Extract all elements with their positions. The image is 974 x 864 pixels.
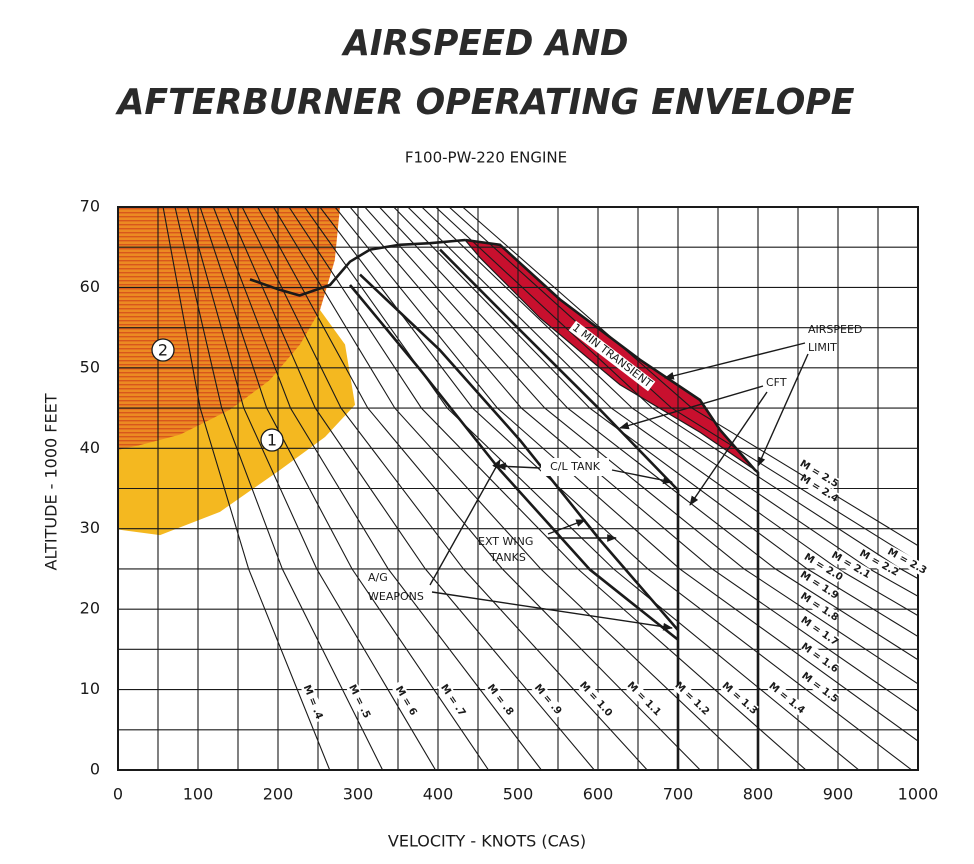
x-tick-label: 500: [503, 785, 534, 804]
mach-label-bg: [345, 680, 374, 722]
mach-label-bg: [767, 680, 807, 716]
mach-line: [364, 207, 918, 685]
mach-line: [257, 207, 701, 770]
mach-line: [334, 207, 918, 742]
annotation-arrow: [619, 385, 764, 430]
x-tick-label: 800: [743, 785, 774, 804]
annotation-box: [541, 458, 609, 476]
mach-label-bg: [830, 549, 872, 581]
x-axis-label: VELOCITY - KNOTS (CAS): [388, 832, 586, 851]
mach-label-bg: [530, 680, 566, 719]
annotation: EXT WING: [478, 535, 533, 548]
annotation-arrow: [757, 353, 809, 467]
mach-line: [199, 207, 489, 770]
mach-line: [272, 207, 754, 770]
mach-line: [349, 207, 918, 712]
region-marker: [151, 338, 175, 362]
region-label: 2: [158, 341, 168, 360]
annotation: AIRSPEED: [808, 323, 862, 336]
annotation-arrow: [431, 591, 673, 631]
y-tick-label: 30: [80, 518, 100, 537]
limit-line: [439, 248, 680, 770]
mach-label-bg: [800, 641, 840, 675]
x-tick-label: 400: [423, 785, 454, 804]
chart-title: AIRSPEED AND: [341, 23, 629, 64]
mach-line: [448, 207, 918, 563]
mach-label-bg: [799, 569, 840, 601]
limit-line: [249, 238, 466, 297]
y-tick-label: 40: [80, 438, 100, 457]
y-tick-label: 0: [90, 760, 100, 779]
x-tick-label: 100: [183, 785, 214, 804]
annotation: CFT: [766, 376, 787, 389]
mach-label-bg: [300, 681, 327, 723]
mach-line: [435, 207, 918, 580]
mach-line: [226, 207, 595, 770]
mach-line: [462, 207, 918, 547]
annotation-arrow: [429, 459, 501, 586]
mach-label-bg: [803, 551, 844, 583]
annotation: WEAPONS: [368, 590, 424, 603]
mach-line: [421, 207, 918, 597]
mach-label-bg: [800, 670, 840, 705]
mach-label-bg: [673, 680, 711, 717]
mach-line: [162, 207, 331, 770]
mach-label-bg: [390, 680, 422, 722]
mach-label-bg: [799, 614, 840, 648]
grid: [117, 206, 919, 771]
annotation-box: [568, 320, 656, 392]
y-tick-label: 10: [80, 679, 100, 698]
mach-line: [174, 207, 384, 770]
mach-label-bg: [625, 680, 663, 718]
x-tick-label: 700: [663, 785, 694, 804]
mach-label-bg: [578, 680, 614, 718]
chart-subtitle: F100-PW-220 ENGINE: [405, 149, 567, 167]
mach-label-bg: [798, 458, 840, 490]
y-tick-label: 20: [80, 599, 100, 618]
limit-line: [359, 273, 679, 631]
x-tick-label: 600: [583, 785, 614, 804]
mach-label-bg: [799, 590, 840, 623]
mach-label-bg: [483, 680, 518, 720]
annotation: LIMIT: [808, 341, 837, 354]
chart-title: AFTERBURNER OPERATING ENVELOPE: [115, 82, 855, 123]
mach-line: [393, 207, 918, 637]
x-tick-label: 0: [113, 785, 123, 804]
annotation-arrow: [664, 342, 806, 380]
mach-label-bg: [858, 547, 900, 578]
mach-line: [241, 207, 648, 770]
x-tick-label: 900: [823, 785, 854, 804]
x-tick-label: 300: [343, 785, 374, 804]
x-tick-label: 1000: [898, 785, 939, 804]
y-tick-label: 60: [80, 277, 100, 296]
mach-line: [304, 207, 860, 770]
mach-line: [186, 207, 436, 770]
limit-line: [465, 238, 760, 770]
annotation: TANKS: [489, 551, 526, 564]
mach-label-bg: [720, 680, 759, 717]
mach-line: [212, 207, 542, 770]
annotation: C/L TANK: [550, 460, 601, 473]
mach-label-bg: [436, 680, 470, 721]
y-axis-label: ALTITUDE - 1000 FEET: [42, 393, 61, 570]
mach-lines: [162, 207, 918, 770]
y-tick-label: 50: [80, 357, 100, 376]
region-label: 1: [267, 431, 277, 450]
annotation-arrow: [496, 462, 541, 471]
annotation-arrow: [547, 519, 586, 535]
y-tick-label: 70: [80, 197, 100, 216]
mach-label-bg: [886, 546, 928, 577]
annotation: A/G: [368, 571, 388, 584]
region-marker: [260, 428, 284, 452]
annotation-arrow: [689, 391, 768, 506]
annotation-arrow: [611, 469, 673, 485]
x-tick-label: 200: [263, 785, 294, 804]
mach-line: [378, 207, 918, 661]
operating-region: [118, 207, 340, 450]
mach-line: [407, 207, 918, 617]
mach-label-bg: [799, 472, 840, 505]
mach-line: [288, 207, 807, 770]
plot-border: [117, 206, 919, 771]
